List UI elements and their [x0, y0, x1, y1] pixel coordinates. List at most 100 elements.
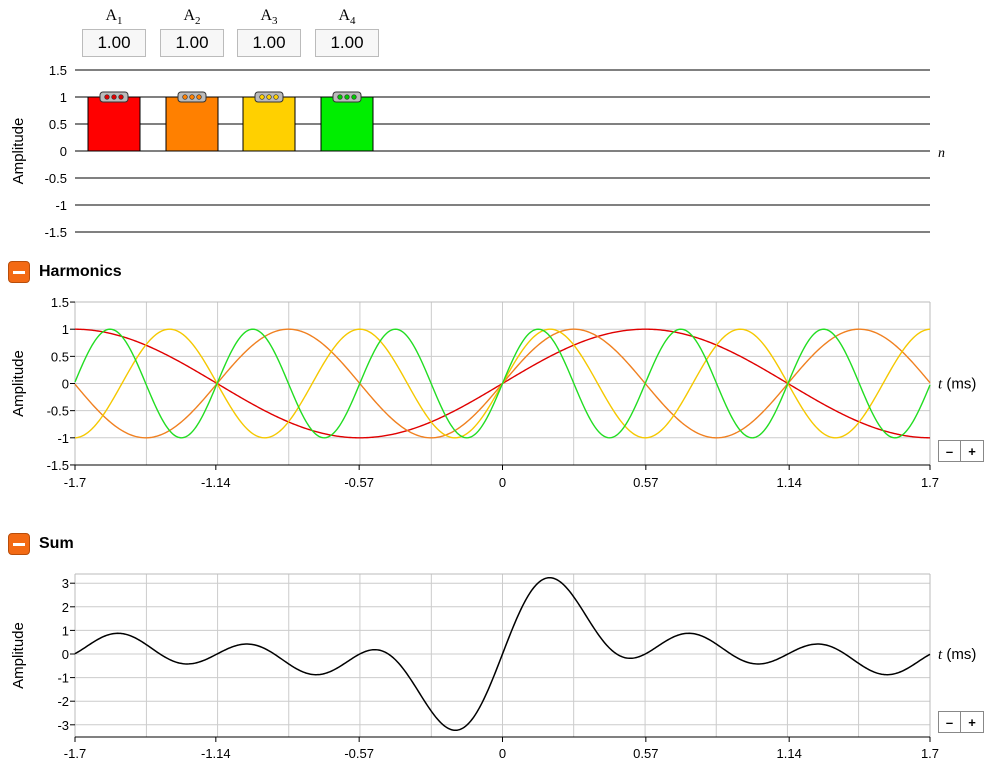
- y-tick-label: -3: [57, 718, 69, 733]
- harmonics-zoom: – +: [938, 440, 984, 462]
- spectrum-y-tick: 0: [60, 144, 67, 159]
- y-tick-label: 0: [62, 647, 69, 662]
- amplitude-letter: A: [260, 7, 273, 24]
- handle-dot: [111, 94, 117, 100]
- handle-dot: [259, 94, 265, 100]
- x-axis-label: t (ms): [938, 646, 976, 663]
- y-tick-label: -0.5: [47, 404, 69, 419]
- x-tick-label: 0.57: [633, 746, 658, 761]
- amplitude-label: A1: [82, 5, 146, 27]
- harmonics-zoom-in-button[interactable]: +: [961, 440, 984, 462]
- x-tick-label: -0.57: [344, 746, 374, 761]
- x-axis-label-unit: (ms): [942, 376, 976, 393]
- y-tick-label: 0: [62, 377, 69, 392]
- spectrum-bar: [87, 96, 141, 152]
- spectrum-y-tick: -1.5: [45, 225, 67, 240]
- x-tick-label: -1.7: [64, 475, 86, 487]
- y-tick-label: -1.5: [47, 458, 69, 473]
- sum-title: Sum: [39, 535, 74, 552]
- x-tick-label: 1.14: [777, 746, 802, 761]
- amplitude-letter: A: [183, 7, 196, 24]
- handle-dot: [189, 94, 195, 100]
- amplitude-input[interactable]: 1.00: [237, 29, 301, 57]
- x-tick-label: -1.14: [201, 746, 231, 761]
- amplitude-label: A3: [237, 5, 301, 27]
- y-tick-label: 1: [62, 623, 69, 638]
- handle-dot: [344, 94, 350, 100]
- y-tick-label: 0.5: [51, 349, 69, 364]
- spectrum-y-tick: 1: [60, 90, 67, 105]
- x-tick-label: -1.7: [64, 746, 86, 761]
- amplitude-index: 3: [272, 15, 278, 28]
- spectrum-xlabel: n: [938, 146, 945, 161]
- spectrum-bar: [320, 96, 374, 152]
- y-tick-label: -1: [57, 671, 69, 686]
- handle-dot: [182, 94, 188, 100]
- y-tick-label: -2: [57, 694, 69, 709]
- x-tick-label: -0.57: [344, 475, 374, 487]
- spectrum-y-tick: 0.5: [49, 117, 67, 132]
- amplitude-label: A2: [160, 5, 224, 27]
- y-tick-label: 1: [62, 322, 69, 337]
- handle-dot: [337, 94, 343, 100]
- minus-icon: [13, 542, 25, 546]
- sum-collapse-button[interactable]: [8, 533, 30, 555]
- amplitude-index: 2: [195, 15, 201, 28]
- sum-zoom: – +: [938, 711, 984, 733]
- x-tick-label: -1.14: [201, 475, 231, 487]
- amplitude-column: A3 1.00: [237, 0, 301, 57]
- x-tick-label: 1.7: [921, 475, 939, 487]
- harmonic-4-line: [74, 328, 931, 439]
- amplitude-input[interactable]: 1.00: [315, 29, 379, 57]
- x-tick-label: 1.7: [921, 746, 939, 761]
- amplitude-letter: A: [105, 7, 118, 24]
- y-tick-label: 1.5: [51, 295, 69, 310]
- x-tick-label: 1.14: [777, 475, 802, 487]
- handle-dot: [266, 94, 272, 100]
- harmonics-zoom-out-button[interactable]: –: [938, 440, 961, 462]
- harmonics-collapse-button[interactable]: [8, 261, 30, 283]
- amplitude-index: 4: [350, 15, 356, 28]
- amplitude-index: 1: [117, 15, 123, 28]
- x-axis-label-unit: (ms): [942, 646, 976, 663]
- sum-zoom-out-button[interactable]: –: [938, 711, 961, 733]
- sum-header: Sum: [8, 533, 74, 555]
- amplitude-column: A4 1.00: [315, 0, 379, 57]
- y-tick-label: -1: [57, 431, 69, 446]
- harmonics-chart: 1.5 1 0.5 0 -0.5 -1 -1.5 -1.7 -1.14 -0.57 0 0.57 1.1…: [10, 295, 976, 487]
- spectrum-y-tick: 1.5: [49, 63, 67, 78]
- x-tick-label: 0: [499, 746, 506, 761]
- handle-dot: [196, 94, 202, 100]
- spectrum-bar: [165, 96, 219, 152]
- spectrum-y-tick: -1: [55, 198, 67, 213]
- spectrum-chart: Amplitude n 1.5 1 0.5 0 -0.5 -1 -1.5: [10, 63, 945, 240]
- handle-dot: [104, 94, 110, 100]
- harmonics-header: Harmonics: [8, 261, 122, 283]
- x-tick-label: 0: [499, 475, 506, 487]
- handle-dot: [351, 94, 357, 100]
- sum-chart: 3 2 1 0 -1 -2 -3 -1.7 -1.14 -0.57 0 0.57 1.14 1.7 Ampl…: [10, 573, 976, 761]
- amplitude-input[interactable]: 1.00: [160, 29, 224, 57]
- x-axis-label-symbol: t: [938, 647, 943, 663]
- sum-line: [74, 576, 931, 732]
- minus-icon: [13, 270, 25, 274]
- amplitude-column: A1 1.00: [82, 0, 146, 57]
- spectrum-y-tick: -0.5: [45, 171, 67, 186]
- y-axis-label: Amplitude: [10, 622, 27, 689]
- amplitude-column: A2 1.00: [160, 0, 224, 57]
- amplitude-input[interactable]: 1.00: [82, 29, 146, 57]
- harmonics-title: Harmonics: [39, 263, 122, 280]
- amplitude-label: A4: [315, 5, 379, 27]
- y-axis-label: Amplitude: [10, 350, 27, 417]
- amplitude-letter: A: [338, 7, 351, 24]
- spectrum-bar: [242, 96, 296, 152]
- handle-dot: [118, 94, 124, 100]
- y-tick-label: 2: [62, 600, 69, 615]
- x-axis-label: t (ms): [938, 376, 976, 393]
- sum-zoom-in-button[interactable]: +: [961, 711, 984, 733]
- handle-dot: [273, 94, 279, 100]
- x-tick-label: 0.57: [633, 475, 658, 487]
- y-tick-label: 3: [62, 576, 69, 591]
- spectrum-ylabel: Amplitude: [10, 118, 27, 185]
- x-axis-label-symbol: t: [938, 377, 943, 393]
